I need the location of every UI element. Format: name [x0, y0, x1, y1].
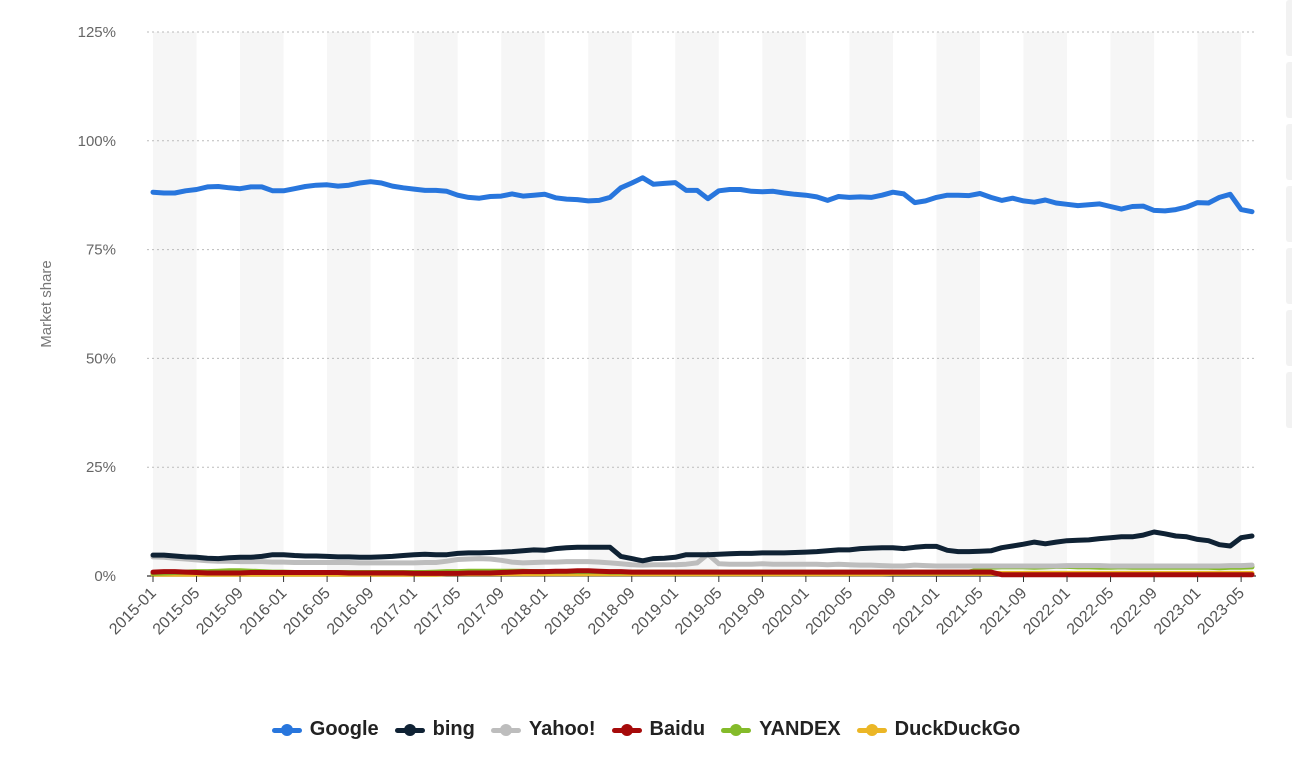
legend-label: Baidu	[649, 718, 706, 740]
y-axis-label: Market share	[38, 260, 55, 348]
x-tick-label: 2023-05	[1194, 585, 1248, 639]
series-line-group	[150, 175, 1255, 578]
x-band	[153, 32, 197, 576]
legend: Google bing Yahoo! Baidu YANDEX DuckDuckGo	[0, 718, 1292, 741]
x-tick-label: 2021-01	[890, 585, 944, 639]
x-tick-label: 2020-05	[803, 585, 857, 639]
series-line-bing	[150, 529, 1255, 564]
series-line-google	[150, 175, 1255, 215]
x-tick-label: 2019-09	[716, 585, 770, 639]
x-tick-label: 2018-01	[498, 585, 552, 639]
y-tick-group: 0% 25% 50% 75% 100% 125%	[78, 24, 116, 585]
y-tick-label: 50%	[86, 350, 116, 367]
y-tick-label: 25%	[86, 459, 116, 476]
x-band	[327, 32, 371, 576]
x-band	[675, 32, 719, 576]
legend-marker-icon	[611, 723, 642, 736]
legend-marker-icon	[856, 723, 887, 736]
x-tick-label: 2017-05	[411, 585, 465, 639]
x-band	[762, 32, 806, 576]
y-tick-label: 0%	[94, 568, 116, 585]
legend-label: DuckDuckGo	[894, 718, 1021, 740]
x-tick-label: 2017-09	[454, 585, 508, 639]
x-tick-label: 2016-01	[237, 585, 291, 639]
x-tick-group: 2015-012015-052015-092016-012016-052016-…	[106, 576, 1248, 638]
x-band	[240, 32, 284, 576]
x-tick-label: 2020-09	[846, 585, 900, 639]
x-tick-label: 2022-01	[1020, 585, 1074, 639]
x-tick-label: 2019-05	[672, 585, 726, 639]
side-panel-edge	[1278, 0, 1292, 430]
legend-label: Google	[309, 718, 379, 740]
x-tick-label: 2022-09	[1107, 585, 1161, 639]
x-tick-label: 2015-01	[106, 585, 160, 639]
legend-marker-icon	[394, 723, 425, 736]
x-band	[501, 32, 545, 576]
series-line-baidu	[150, 568, 1255, 578]
legend-item[interactable]: Yahoo!	[490, 718, 596, 741]
y-tick-label: 125%	[78, 24, 116, 41]
x-band	[588, 32, 632, 576]
x-tick-label: 2021-05	[933, 585, 987, 639]
x-band	[1023, 32, 1068, 576]
x-band	[1110, 32, 1155, 576]
x-tick-label: 2018-05	[542, 585, 596, 639]
x-tick-label: 2021-09	[977, 585, 1031, 639]
legend-marker-icon	[721, 723, 752, 736]
x-band-group	[153, 32, 1242, 576]
x-band	[849, 32, 893, 576]
legend-item[interactable]: bing	[394, 718, 475, 741]
x-tick-label: 2018-09	[585, 585, 639, 639]
y-tick-label: 100%	[78, 133, 116, 150]
legend-item[interactable]: YANDEX	[721, 718, 841, 741]
x-band	[1197, 32, 1242, 576]
legend-marker-icon	[271, 723, 302, 736]
x-tick-label: 2023-01	[1151, 585, 1205, 639]
x-tick-label: 2015-05	[150, 585, 204, 639]
x-band	[414, 32, 458, 576]
x-tick-label: 2017-01	[367, 585, 421, 639]
legend-marker-icon	[490, 723, 521, 736]
legend-item[interactable]: DuckDuckGo	[856, 718, 1021, 741]
legend-item[interactable]: Google	[271, 718, 379, 741]
x-tick-label: 2016-05	[280, 585, 334, 639]
legend-item[interactable]: Baidu	[611, 718, 706, 741]
legend-label: bing	[432, 718, 475, 740]
legend-label: Yahoo!	[528, 718, 596, 740]
x-tick-label: 2020-01	[759, 585, 813, 639]
legend-label: YANDEX	[759, 718, 841, 740]
series-line-yahoo	[150, 551, 1255, 569]
x-band	[936, 32, 980, 576]
line-chart: 0% 25% 50% 75% 100% 125% 2015-012015-052015-0…	[38, 24, 1256, 638]
x-tick-label: 2015-09	[193, 585, 247, 639]
x-tick-label: 2016-09	[324, 585, 378, 639]
y-tick-label: 75%	[86, 242, 116, 259]
x-tick-label: 2019-01	[629, 585, 683, 639]
x-tick-label: 2022-05	[1064, 585, 1118, 639]
